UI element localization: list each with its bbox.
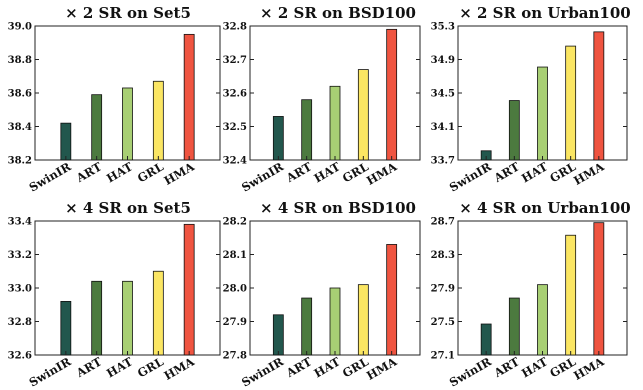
bar-grl (565, 45, 577, 161)
bar-swinir (60, 122, 72, 161)
y-tick-label: 33.0 (8, 284, 32, 295)
x-tick-label: GRL (135, 159, 166, 185)
x-tick-label: ART (491, 159, 522, 185)
y-tick-label: 32.6 (8, 351, 32, 362)
x-tick-label: HAT (311, 159, 342, 185)
y-tick-label: 32.6 (223, 89, 247, 100)
y-tick-label: 27.8 (223, 351, 247, 362)
y-tick-label: 27.1 (431, 351, 455, 362)
bar-hat (329, 287, 341, 356)
y-tick-label: 33.4 (8, 217, 32, 228)
x-tick-label: ART (73, 159, 104, 185)
bar-hat (537, 284, 548, 356)
chart-panel: × 4 SR on Urban10027.127.527.928.328.7Sw… (431, 199, 631, 390)
x-tick-label: HMA (571, 354, 607, 383)
chart-panel: × 2 SR on BSD10032.432.532.632.732.8Swin… (223, 4, 421, 195)
x-tick-label: HAT (104, 354, 135, 380)
bar-hma (386, 28, 398, 161)
chart-title: × 4 SR on Urban100 (459, 199, 631, 217)
x-tick-label: HMA (571, 159, 607, 188)
y-tick-label: 28.2 (223, 217, 247, 228)
bar-art (301, 297, 313, 356)
chart-panel: × 2 SR on Set5 38.2 38.4 38.6 38.8 39.0 SwinIR… (8, 4, 221, 195)
bar-hma (386, 244, 398, 356)
x-tick-label: HAT (104, 159, 135, 185)
x-tick-label: ART (73, 354, 104, 380)
x-tick-label: HAT (519, 354, 550, 380)
bar-hat (329, 85, 341, 161)
bar-swinir (272, 314, 284, 356)
bar-swinir (480, 323, 492, 356)
bar-hma (593, 31, 605, 161)
y-tick-label: 28.3 (431, 250, 455, 261)
y-tick-label: 38.8 (8, 55, 32, 66)
chart-title: × 2 SR on Urban100 (459, 4, 631, 22)
bar-grl (152, 270, 164, 356)
chart-panel: × 2 SR on Urban10033.734.134.534.935.3Sw… (431, 4, 631, 195)
bar-hma (183, 33, 195, 161)
y-tick-label: 39.0 (8, 22, 32, 33)
bar-art (508, 297, 520, 356)
bar-grl (565, 234, 577, 356)
y-tick-label: 28.0 (223, 284, 247, 295)
y-tick-label: 32.4 (223, 156, 247, 167)
x-tick-label: HAT (311, 354, 342, 380)
y-tick-label: 28.1 (223, 250, 247, 261)
bar-hat (122, 280, 133, 356)
bar-swinir (60, 300, 72, 356)
y-tick-label: 32.5 (223, 122, 247, 133)
bar-hat (122, 87, 133, 161)
bar-swinir (272, 116, 284, 161)
y-tick-label: 35.3 (431, 22, 455, 33)
bar-art (91, 94, 103, 161)
y-tick-label: 33.2 (8, 250, 32, 261)
bar-art (301, 99, 313, 161)
y-tick-label: 32.7 (223, 55, 247, 66)
y-tick-label: 27.9 (431, 284, 455, 295)
bar-hat (537, 66, 548, 161)
chart-panel: × 4 SR on Set5 32.6 32.8 33.0 33.2 33.4 SwinIR… (8, 199, 221, 390)
bar-hma (183, 223, 195, 356)
bar-grl (357, 69, 369, 161)
chart-panel: × 4 SR on BSD10027.827.928.028.128.2Swin… (223, 199, 421, 390)
bar-art (508, 100, 520, 161)
y-tick-label: 32.8 (8, 317, 32, 328)
y-tick-label: 34.1 (431, 122, 455, 133)
bar-grl (357, 284, 369, 356)
x-tick-label: ART (491, 354, 522, 380)
y-tick-label: 27.5 (431, 317, 455, 328)
y-tick-label: 34.9 (431, 55, 455, 66)
chart-title: × 2 SR on Set5 (65, 4, 191, 22)
bar-art (91, 280, 103, 356)
x-tick-label: ART (283, 354, 314, 380)
bar-hma (593, 222, 605, 356)
chart-title: × 4 SR on Set5 (65, 199, 191, 217)
y-tick-label: 28.7 (431, 217, 455, 228)
y-tick-label: 38.2 (8, 156, 32, 167)
y-tick-label: 34.5 (431, 89, 455, 100)
x-tick-label: HMA (161, 354, 197, 383)
x-tick-label: HMA (364, 354, 400, 383)
bar-grl (152, 80, 164, 161)
y-tick-label: 38.4 (8, 122, 32, 133)
x-tick-label: HAT (519, 159, 550, 185)
y-tick-label: 33.7 (431, 156, 455, 167)
chart-title: × 4 SR on BSD100 (260, 199, 416, 217)
x-tick-label: HMA (161, 159, 197, 188)
y-tick-label: 32.8 (223, 22, 247, 33)
x-tick-label: HMA (364, 159, 400, 188)
y-tick-label: 27.9 (223, 317, 247, 328)
x-tick-label: SwinIR (27, 354, 74, 389)
x-tick-label: SwinIR (27, 159, 74, 194)
x-tick-label: ART (283, 159, 314, 185)
y-tick-label: 38.6 (8, 89, 32, 100)
x-tick-label: GRL (135, 354, 166, 380)
chart-title: × 2 SR on BSD100 (260, 4, 416, 22)
